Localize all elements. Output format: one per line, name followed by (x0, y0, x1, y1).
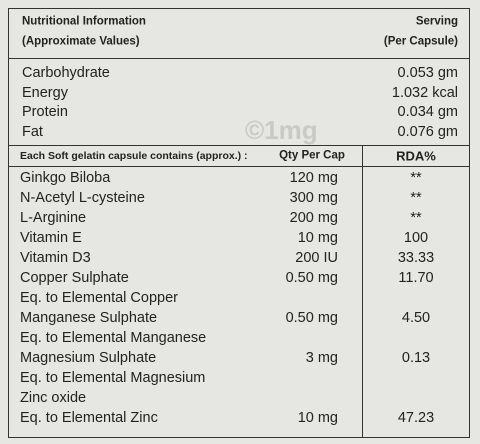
ingredient: L-Arginine (20, 209, 87, 226)
column-divider (362, 145, 363, 438)
quantity: 300 mg (289, 189, 338, 206)
quantity: 10 mg (297, 229, 338, 246)
serving-unit: (Per Capsule) (383, 35, 458, 48)
title: Nutritional Information (22, 15, 146, 28)
watermark: ©1mg (245, 115, 318, 145)
rda: 47.23 (397, 409, 435, 426)
divider (8, 58, 470, 59)
nutrient-name: Energy (22, 84, 68, 101)
ingredient: Zinc oxide (20, 389, 87, 406)
column-header: Each Soft gelatin capsule contains (appr… (20, 149, 248, 162)
quantity: 10 mg (297, 409, 338, 426)
rda: 100 (403, 229, 429, 246)
rda: ** (410, 189, 422, 206)
nutrient-value: 0.076 gm (397, 123, 458, 140)
nutrient-name: Protein (22, 104, 68, 121)
quantity: 3 mg (305, 349, 338, 366)
nutrient-name: Fat (22, 123, 43, 140)
divider (8, 166, 470, 167)
column-header: RDA% (396, 148, 436, 164)
ingredient: Ginkgo Biloba (20, 169, 111, 186)
border (8, 8, 470, 438)
quantity: 200 mg (289, 209, 338, 226)
rda: 4.50 (401, 309, 431, 326)
quantity: 0.50 mg (285, 269, 338, 286)
ingredient: Vitamin E (20, 229, 82, 246)
serving: Serving (415, 15, 458, 28)
rda: ** (410, 169, 422, 186)
ingredient: Eq. to Elemental Magnesium (20, 369, 206, 386)
quantity: 0.50 mg (285, 309, 338, 326)
ingredient: N-Acetyl L-cysteine (20, 189, 145, 206)
ingredient: Eq. to Elemental Manganese (20, 329, 207, 346)
rda: ** (410, 209, 422, 226)
rda: 11.70 (398, 269, 434, 286)
ingredient: Copper Sulphate (20, 269, 129, 286)
ingredient: Magnesium Sulphate (20, 349, 157, 366)
column-header: Qty Per Cap (279, 149, 345, 162)
nutrient-name: Carbohydrate (22, 64, 110, 81)
rda: 0.13 (401, 349, 431, 366)
nutrient-value: 0.034 gm (397, 104, 458, 121)
quantity: 200 IU (295, 249, 338, 266)
ingredient: Manganese Sulphate (20, 309, 158, 326)
ingredient: Eq. to Elemental Copper (20, 289, 178, 306)
quantity: 120 mg (289, 169, 338, 186)
subtitle: (Approximate Values) (22, 35, 140, 48)
ingredient: Vitamin D3 (20, 249, 91, 266)
nutrient-value: 1.032 kcal (391, 84, 458, 101)
divider (8, 145, 470, 146)
ingredient: Eq. to Elemental Zinc (20, 409, 158, 426)
rda: 33.33 (397, 249, 435, 266)
nutrient-value: 0.053 gm (397, 64, 458, 81)
